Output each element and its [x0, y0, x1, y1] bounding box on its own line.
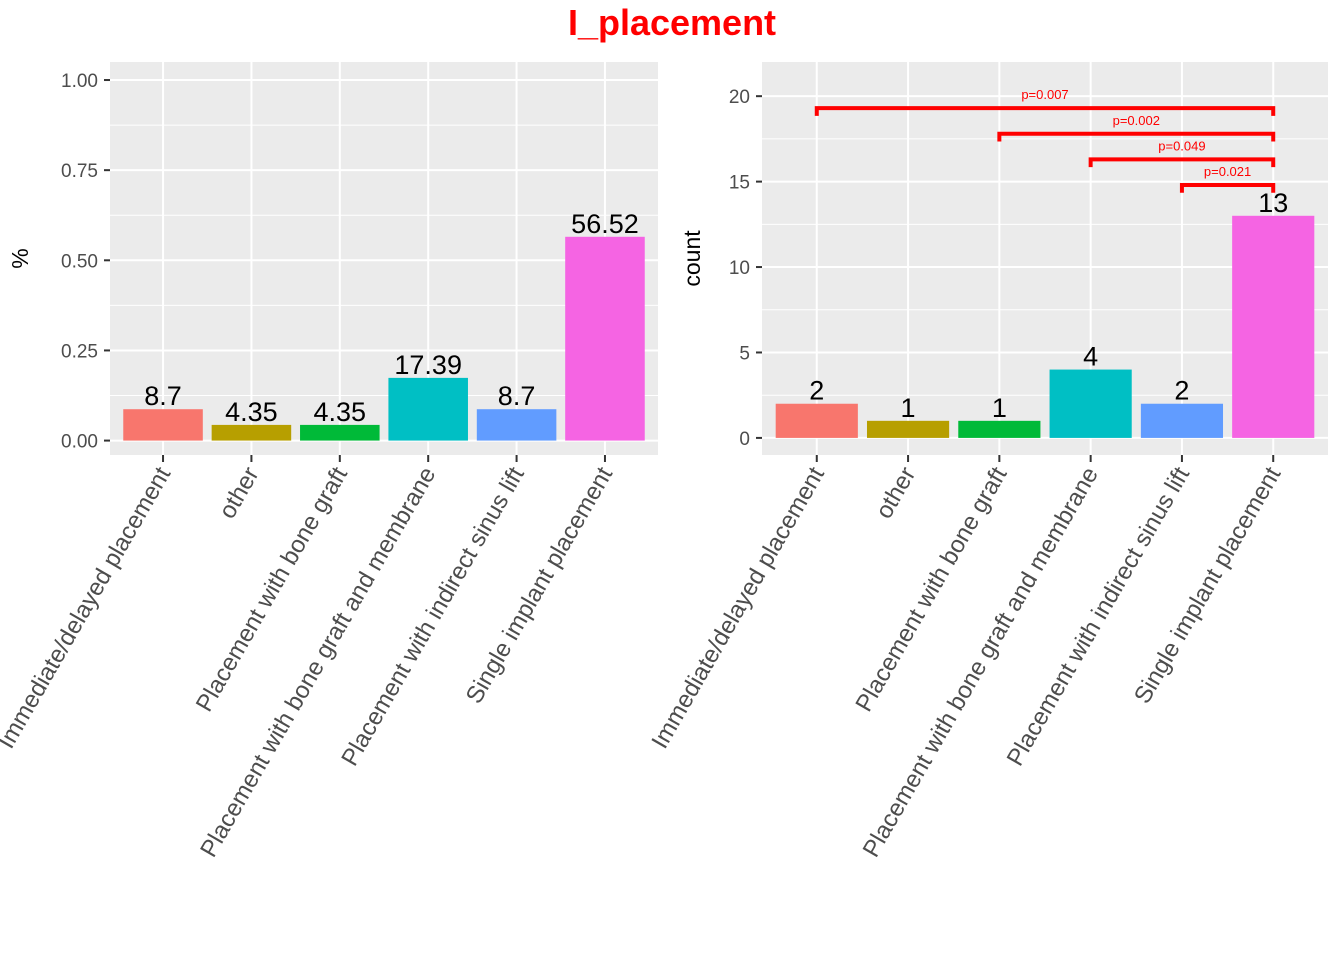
x-tick-label: Placement with bone graft [191, 462, 353, 716]
significance-bracket [997, 131, 1276, 142]
bar-5 [1140, 403, 1224, 438]
bar-value-label: 8.7 [144, 381, 182, 411]
x-tick-label: Placement with indirect sinus lift [1002, 462, 1196, 770]
y-tick-label: 10 [729, 258, 750, 279]
bar-value-label: 17.39 [394, 350, 462, 380]
bar-1 [123, 409, 203, 441]
bar-value-label: 4.35 [314, 397, 367, 427]
bar-value-label: 2 [1174, 376, 1189, 406]
bar-4 [1049, 369, 1132, 438]
x-tick-label: Immediate/delayed placement [0, 462, 176, 753]
bar-value-label: 4 [1083, 342, 1098, 372]
chart-panel-2: 0 5 10 15 20 2 1 1 4 2 13 Immediate/delayed placeme… [646, 62, 1328, 862]
x-tick-label: Placement with bone graft [850, 462, 1012, 716]
chart-title: I_placement [567, 2, 777, 43]
bar-6 [1232, 215, 1315, 438]
y-axis-title: % [7, 248, 33, 268]
bar-value-label: 13 [1258, 188, 1288, 218]
bar-3 [958, 420, 1041, 438]
significance-bracket [814, 106, 1276, 116]
x-tick-label: Immediate/delayed placement [646, 462, 830, 753]
p-value-label: p=0.007 [1021, 87, 1068, 102]
bar-4 [388, 377, 468, 441]
p-value-label: p=0.021 [1204, 164, 1251, 179]
bar-value-label: 8.7 [498, 381, 536, 411]
bar-value-label: 1 [992, 393, 1007, 423]
y-axis-title: count [679, 230, 705, 287]
bar-2 [866, 420, 950, 438]
y-tick-label: 0.00 [61, 432, 98, 453]
bar-value-label: 4.35 [225, 397, 278, 427]
x-tick-label: Placement with indirect sinus lift [336, 462, 530, 770]
bar-value-label: 2 [809, 376, 824, 406]
significance-bracket [1088, 157, 1276, 168]
bar-1 [775, 403, 858, 438]
bar-value-label: 56.52 [571, 209, 639, 239]
x-tick-label: other [871, 462, 922, 523]
bar-value-label: 1 [901, 393, 916, 423]
y-tick-label: 5 [739, 343, 750, 364]
chart-panel-1: 0.00 0.25 0.50 0.75 1.00 8.7 4.35 4.35 17.39 8.7 5… [0, 62, 658, 862]
p-value-label: p=0.049 [1158, 138, 1205, 153]
bar-6 [565, 236, 645, 441]
y-tick-label: 0 [739, 429, 750, 450]
x-tick-label: other [214, 462, 265, 523]
bar-3 [300, 424, 380, 441]
y-tick-label: 0.50 [61, 251, 98, 272]
y-tick-label: 0.75 [61, 161, 98, 182]
significance-bracket [1179, 183, 1276, 193]
p-value-label: p=0.002 [1113, 113, 1160, 128]
bar-5 [476, 409, 557, 441]
bar-2 [211, 424, 292, 441]
y-tick-label: 15 [729, 173, 750, 194]
y-tick-label: 1.00 [61, 71, 98, 92]
y-tick-label: 20 [729, 87, 750, 108]
y-tick-label: 0.25 [61, 341, 98, 362]
